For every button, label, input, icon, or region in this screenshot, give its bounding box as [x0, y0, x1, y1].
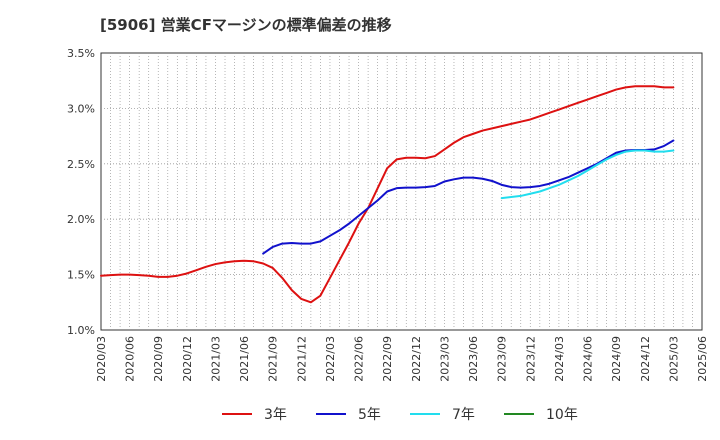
x-tick-label: 2021/03 — [209, 336, 222, 382]
y-tick-label: 2.0% — [67, 213, 95, 226]
x-tick-label: 2022/06 — [353, 336, 366, 382]
x-tick-label: 2023/06 — [467, 336, 480, 382]
x-tick-label: 2023/03 — [438, 336, 451, 382]
y-tick-label: 3.0% — [67, 102, 95, 115]
legend-label: 5年 — [358, 407, 381, 423]
plot-area — [100, 52, 703, 331]
x-tick-label: 2020/09 — [152, 336, 165, 382]
legend-label: 7年 — [452, 407, 475, 423]
series-line-3年 — [100, 85, 675, 304]
y-tick-label: 2.5% — [67, 158, 95, 171]
x-tick-label: 2021/09 — [267, 336, 280, 382]
x-tick-label: 2024/06 — [582, 336, 595, 382]
chart-title: [5906] 営業CFマージンの標準偏差の推移 — [100, 16, 392, 34]
x-tick-label: 2022/03 — [324, 336, 337, 382]
y-tick-label: 1.0% — [67, 324, 95, 337]
x-tick-label: 2021/12 — [295, 336, 308, 382]
x-tick-label: 2024/09 — [610, 336, 623, 382]
x-tick-label: 2024/12 — [639, 336, 652, 382]
y-tick-label: 1.5% — [67, 269, 95, 282]
x-tick-label: 2020/06 — [124, 336, 137, 382]
x-tick-label: 2023/12 — [524, 336, 537, 382]
y-tick-label: 3.5% — [67, 47, 95, 60]
x-tick-label: 2020/12 — [181, 336, 194, 382]
x-tick-label: 2025/03 — [667, 336, 680, 382]
x-tick-label: 2022/12 — [410, 336, 423, 382]
x-tick-label: 2021/06 — [238, 336, 251, 382]
x-tick-label: 2022/09 — [381, 336, 394, 382]
x-tick-label: 2024/03 — [553, 336, 566, 382]
x-tick-label: 2025/06 — [696, 336, 709, 382]
legend-label: 10年 — [546, 407, 578, 423]
series-line-7年 — [500, 149, 675, 200]
legend-label: 3年 — [264, 407, 287, 423]
x-tick-label: 2023/09 — [496, 336, 509, 382]
x-tick-label: 2020/03 — [95, 336, 108, 382]
